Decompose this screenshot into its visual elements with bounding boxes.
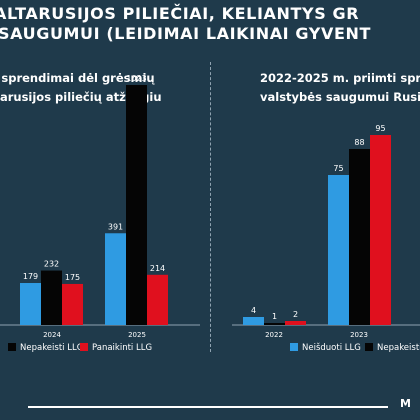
page-title-line-2: SAUGUMUI (LEIDIMAI LAIKINAI GYVENT — [0, 24, 371, 43]
chart-1-value-label-2025-s2: 1023 — [126, 74, 146, 83]
chart-1-title-line-2: tarusijos piliečių atžvilgiu — [0, 90, 162, 104]
chart-2-bar-2023-s3 — [370, 135, 391, 325]
chart-1-bar-2024-s2 — [41, 270, 62, 325]
chart-1-legend-label-1: Nepakeisti LLG — [20, 343, 83, 353]
chart-1-category-label-2024: 2024 — [43, 331, 61, 339]
chart-1-bar-2024-s1 — [20, 283, 41, 325]
chart-1-bar-2025-s1 — [105, 233, 126, 325]
chart-2-category-label-2023: 2023 — [350, 331, 368, 339]
footer-mark: M — [400, 397, 411, 410]
chart-2-legend-label-2: Nepakeisti — [377, 343, 420, 353]
chart-2-legend-swatch-1 — [290, 343, 298, 351]
chart-2-value-label-2022-s1: 4 — [251, 306, 256, 315]
page-title-line-1: ALTARUSIJOS PILIEČIAI, KELIANTYS GR — [0, 4, 360, 23]
chart-1-value-label-2024-s2: 232 — [44, 260, 59, 269]
chart-1-legend-swatch-1 — [8, 343, 16, 351]
chart-1-bar-2025-s2 — [126, 85, 147, 325]
chart-1-value-label-2025-s3: 214 — [150, 264, 165, 273]
chart-2-value-label-2023-s3: 95 — [375, 124, 385, 133]
chart-1-bar-2024-s3 — [62, 283, 83, 325]
chart-1-legend-swatch-2 — [80, 343, 88, 351]
chart-2-value-label-2023-s2: 88 — [354, 138, 364, 147]
chart-2-category-label-2022: 2022 — [265, 331, 283, 339]
chart-2-bar-2022-s3 — [285, 321, 306, 325]
chart-2-bar-2023-s1 — [328, 175, 349, 325]
chart-1-category-label-2025: 2025 — [128, 331, 146, 339]
chart-2-bar-2023-s2 — [349, 149, 370, 325]
chart-2-value-label-2023-s1: 75 — [333, 164, 343, 173]
chart-2-bar-2022-s2 — [264, 323, 285, 325]
chart-1-value-label-2025-s1: 391 — [108, 222, 123, 231]
chart-1-title-line-1: sprendimai dėl grėsmių — [1, 71, 155, 85]
chart-2-value-label-2022-s3: 2 — [293, 310, 298, 319]
chart-2-value-label-2022-s2: 1 — [272, 312, 277, 321]
chart-1-value-label-2024-s3: 175 — [65, 273, 80, 282]
chart-2-legend-label-1: Neišduoti LLG — [302, 342, 361, 353]
chart-2-title-line-2: valstybės saugumui Rusijo — [260, 90, 420, 104]
chart-2-title-line-1: 2022-2025 m. priimti spren — [260, 71, 420, 85]
footer-rule — [28, 406, 388, 408]
chart-1-bar-2025-s3 — [147, 274, 168, 325]
chart-1-value-label-2024-s1: 179 — [23, 272, 38, 281]
chart-2-bar-2022-s1 — [243, 317, 264, 325]
chart-2-legend-swatch-2 — [365, 343, 373, 351]
panel-divider — [210, 62, 211, 352]
chart-1-legend-label-2: Panaikinti LLG — [92, 343, 152, 353]
